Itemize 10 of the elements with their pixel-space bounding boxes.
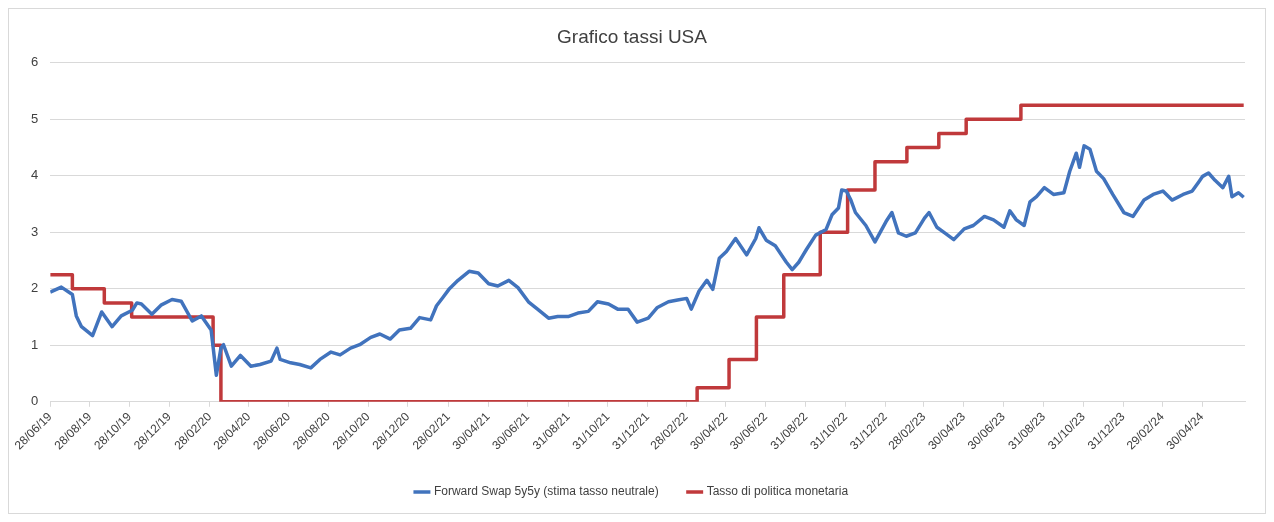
- legend-label: Forward Swap 5y5y (stima tasso neutrale): [433, 484, 659, 499]
- y-tick-label: 0: [31, 393, 39, 409]
- y-tick-label: 6: [31, 54, 39, 70]
- legend-label: Tasso di politica monetaria: [706, 484, 849, 499]
- y-tick-label: 1: [31, 336, 39, 352]
- chart-title: Grafico tassi USA: [557, 25, 708, 47]
- y-tick-label: 5: [31, 110, 39, 126]
- y-tick-label: 2: [31, 280, 39, 296]
- y-tick-label: 3: [31, 223, 39, 239]
- y-tick-label: 4: [31, 167, 39, 183]
